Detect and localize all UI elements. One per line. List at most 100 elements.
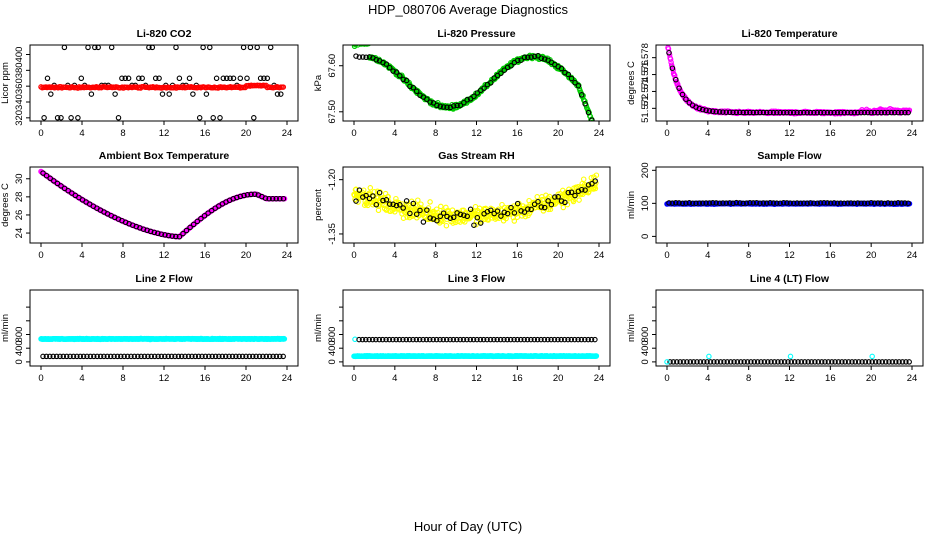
data-point (410, 336, 416, 343)
data-point (363, 336, 369, 343)
data-point (354, 45, 359, 47)
data-point (400, 336, 406, 343)
data-point (518, 208, 524, 214)
y-axis-label: ml/min (0, 314, 11, 342)
plot-frame (342, 44, 611, 122)
data-point (379, 336, 386, 343)
x-tick-label: 12 (784, 250, 795, 261)
data-point (588, 336, 595, 343)
data-point (704, 359, 710, 365)
data-point (592, 185, 599, 192)
data-point (822, 359, 828, 365)
data-point (216, 353, 222, 360)
data-point (172, 353, 178, 360)
data-point (797, 109, 804, 116)
data-point (787, 200, 794, 206)
x-tick-label: 4 (705, 373, 710, 384)
data-point (903, 359, 909, 365)
data-point (720, 200, 726, 206)
data-point (829, 359, 835, 365)
data-point (63, 353, 70, 360)
data-point (707, 359, 714, 365)
data-point (582, 100, 588, 107)
data-point (434, 102, 440, 109)
data-point (467, 336, 474, 343)
data-point (356, 336, 362, 343)
data-point (538, 55, 545, 62)
data-point (891, 200, 898, 206)
panel-title: Li-820 Pressure (437, 28, 515, 40)
data-point (501, 67, 508, 73)
y-tick-label: 30 (14, 173, 25, 184)
data-point (450, 214, 457, 221)
data-point (373, 57, 380, 63)
data-point (173, 45, 179, 51)
x-tick-label: 8 (746, 128, 751, 139)
data-point (737, 109, 743, 116)
data-point (676, 200, 682, 206)
data-point (91, 353, 97, 360)
data-point (781, 359, 788, 365)
data-point (498, 70, 504, 77)
data-point (151, 229, 158, 236)
data-point (802, 359, 808, 365)
y-tick-label: 51.574 (640, 77, 651, 106)
data-point (804, 109, 810, 116)
data-point (875, 109, 881, 116)
data-point (697, 359, 704, 365)
data-point (198, 215, 204, 222)
data-point (450, 336, 457, 343)
data-point (440, 336, 447, 343)
data-point (521, 336, 527, 343)
data-point (128, 353, 134, 360)
data-point (665, 39, 669, 43)
data-point (696, 200, 703, 206)
data-point (750, 200, 757, 206)
x-tick-label: 12 (159, 128, 170, 139)
data-point (849, 359, 855, 365)
data-point (494, 208, 501, 214)
data-point (58, 183, 64, 189)
data-point (410, 200, 417, 207)
data-point (176, 233, 183, 240)
x-tick-label: 12 (471, 128, 482, 139)
data-point (545, 336, 551, 343)
data-point (58, 115, 64, 121)
data-point (386, 64, 393, 71)
x-tick-label: 16 (200, 250, 211, 261)
y-tick-label: 28 (14, 192, 25, 203)
data-point (541, 204, 548, 211)
data-point (812, 359, 818, 365)
data-point (461, 99, 467, 106)
data-point (44, 75, 51, 82)
x-tick-label: 4 (705, 250, 710, 261)
data-point (525, 54, 531, 61)
data-point (457, 211, 464, 218)
data-point (534, 194, 540, 200)
data-point (450, 220, 456, 226)
data-point (433, 206, 440, 212)
data-point (758, 359, 764, 365)
data-point (474, 214, 481, 221)
data-point (575, 83, 582, 89)
data-point (784, 109, 790, 116)
x-tick-label: 20 (553, 373, 564, 384)
data-points (664, 199, 913, 207)
data-point (135, 353, 141, 360)
data-point (548, 336, 554, 343)
y-tick-label: 51.578 (640, 43, 651, 72)
data-point (427, 336, 433, 343)
data-point (593, 353, 600, 359)
x-tick-label: 8 (433, 373, 438, 384)
data-point (561, 336, 568, 343)
data-point (787, 109, 794, 116)
data-point (588, 175, 595, 181)
data-point (888, 109, 895, 116)
data-point (457, 102, 464, 109)
data-point (196, 115, 203, 121)
data-point (868, 199, 874, 206)
data-point (878, 200, 885, 206)
